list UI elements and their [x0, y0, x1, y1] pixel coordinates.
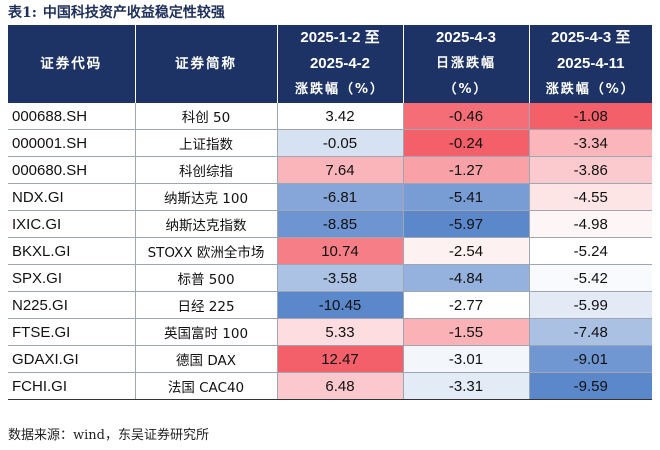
cell-name: 纳斯达克指数: [135, 210, 278, 238]
header-period-1-line-2: 2025-4-2: [309, 55, 371, 72]
table-row: GDAXI.GI 德国 DAX 12.47 -3.01 -9.01: [8, 345, 652, 373]
cell-name: 纳斯达克 100: [135, 183, 278, 211]
cell-name: 标普 500: [135, 264, 278, 292]
cell-code: 000688.SH: [8, 103, 136, 130]
cell-return-period-2: -0.46: [403, 103, 530, 130]
cell-return-period-1: -10.45: [277, 291, 404, 319]
header-name-line: 证券简称: [175, 56, 237, 72]
cell-return-period-1: 5.33: [277, 318, 404, 346]
cell-return-period-3: -9.59: [529, 372, 652, 400]
cell-code: GDAXI.GI: [8, 345, 136, 373]
cell-name: 英国富时 100: [135, 318, 278, 346]
header-period-3-line-2: 2025-4-11: [556, 55, 625, 72]
table-row: BKXL.GI STOXX 欧洲全市场 10.74 -2.54 -5.24: [8, 237, 652, 265]
header-code-line: 证券代码: [40, 56, 103, 72]
cell-return-period-2: -2.54: [403, 237, 530, 265]
heatmap-table: 证券代码 证券简称 2025-1-2 至 2025-4-2 涨跌幅（%） 202…: [8, 25, 652, 400]
cell-return-period-2: -0.24: [403, 129, 530, 157]
cell-name: 日经 225: [135, 291, 278, 319]
header-period-2: 2025-4-3 日涨跌幅 （%）: [403, 25, 530, 103]
cell-return-period-3: -3.34: [529, 129, 652, 157]
data-source-note: 数据来源：wind，东吴证券研究所: [8, 426, 209, 446]
cell-return-period-2: -3.31: [403, 372, 530, 400]
cell-name: STOXX 欧洲全市场: [135, 237, 278, 265]
cell-return-period-3: -4.98: [529, 210, 652, 238]
table-row: IXIC.GI 纳斯达克指数 -8.85 -5.97 -4.98: [8, 210, 652, 238]
cell-return-period-3: -5.99: [529, 291, 652, 319]
table-row: FTSE.GI 英国富时 100 5.33 -1.55 -7.48: [8, 318, 652, 346]
cell-return-period-3: -5.42: [529, 264, 652, 292]
table-caption: 表1: 中国科技资产收益稳定性较强: [8, 3, 225, 23]
cell-name: 上证指数: [135, 129, 278, 157]
table-row: FCHI.GI 法国 CAC40 6.48 -3.31 -9.59: [8, 372, 652, 400]
data-source-text: wind，东吴证券研究所: [73, 428, 209, 443]
header-period-1: 2025-1-2 至 2025-4-2 涨跌幅（%）: [277, 25, 404, 103]
table-row: SPX.GI 标普 500 -3.58 -4.84 -5.42: [8, 264, 652, 292]
cell-return-period-2: -3.01: [403, 345, 530, 373]
cell-code: N225.GI: [8, 291, 136, 319]
cell-return-period-1: 3.42: [277, 103, 404, 130]
cell-return-period-2: -4.84: [403, 264, 530, 292]
cell-code: 000001.SH: [8, 129, 136, 157]
cell-return-period-3: -1.08: [529, 103, 652, 130]
cell-name: 科创 50: [135, 103, 278, 130]
cell-return-period-2: -2.77: [403, 291, 530, 319]
cell-name: 德国 DAX: [135, 345, 278, 373]
cell-return-period-3: -7.48: [529, 318, 652, 346]
cell-code: NDX.GI: [8, 183, 136, 211]
cell-return-period-1: -0.05: [277, 129, 404, 157]
cell-return-period-2: -5.97: [403, 210, 530, 238]
cell-code: FCHI.GI: [8, 372, 136, 400]
header-name: 证券简称: [135, 25, 278, 103]
table-row: 000680.SH 科创综指 7.64 -1.27 -3.86: [8, 156, 652, 184]
table-row: NDX.GI 纳斯达克 100 -6.81 -5.41 -4.55: [8, 183, 652, 211]
cell-return-period-1: -3.58: [277, 264, 404, 292]
cell-return-period-2: -1.55: [403, 318, 530, 346]
table-row: 000001.SH 上证指数 -0.05 -0.24 -3.34: [8, 129, 652, 157]
table-row: 000688.SH 科创 50 3.42 -0.46 -1.08: [8, 103, 652, 130]
cell-code: IXIC.GI: [8, 210, 136, 238]
header-period-3: 2025-4-3 至 2025-4-11 涨跌幅（%）: [529, 25, 652, 103]
cell-return-period-3: -5.24: [529, 237, 652, 265]
table-row: N225.GI 日经 225 -10.45 -2.77 -5.99: [8, 291, 652, 319]
cell-return-period-3: -4.55: [529, 183, 652, 211]
header-period-3-line-1: 2025-4-3 至: [551, 29, 631, 46]
cell-code: FTSE.GI: [8, 318, 136, 346]
cell-return-period-1: -6.81: [277, 183, 404, 211]
cell-return-period-1: -8.85: [277, 210, 404, 238]
header-period-1-line-1: 2025-1-2 至: [300, 29, 380, 46]
cell-name: 科创综指: [135, 156, 278, 184]
header-period-2-line-2: 日涨跌幅: [435, 56, 496, 71]
cell-return-period-1: 7.64: [277, 156, 404, 184]
header-period-3-line-3: 涨跌幅（%）: [545, 82, 636, 97]
cell-return-period-1: 12.47: [277, 345, 404, 373]
header-period-2-line-1: 2025-4-3: [435, 29, 497, 46]
header-period-1-line-3: 涨跌幅（%）: [294, 82, 386, 97]
table-caption-title: 中国科技资产收益稳定性较强: [42, 5, 225, 21]
cell-return-period-2: -1.27: [403, 156, 530, 184]
header-period-2-line-3: （%）: [443, 82, 489, 97]
cell-return-period-3: -9.01: [529, 345, 652, 373]
cell-code: SPX.GI: [8, 264, 136, 292]
header-code: 证券代码: [8, 25, 136, 103]
cell-return-period-3: -3.86: [529, 156, 652, 184]
table-caption-label: 表1:: [8, 5, 37, 21]
cell-return-period-2: -5.41: [403, 183, 530, 211]
cell-return-period-1: 10.74: [277, 237, 404, 265]
data-source-label: 数据来源：: [8, 428, 74, 443]
table-header: 证券代码 证券简称 2025-1-2 至 2025-4-2 涨跌幅（%） 202…: [8, 25, 652, 103]
table-body: 000688.SH 科创 50 3.42 -0.46 -1.08 000001.…: [8, 103, 652, 400]
cell-return-period-1: 6.48: [277, 372, 404, 400]
cell-code: 000680.SH: [8, 156, 136, 184]
cell-code: BKXL.GI: [8, 237, 136, 265]
cell-name: 法国 CAC40: [135, 372, 278, 400]
